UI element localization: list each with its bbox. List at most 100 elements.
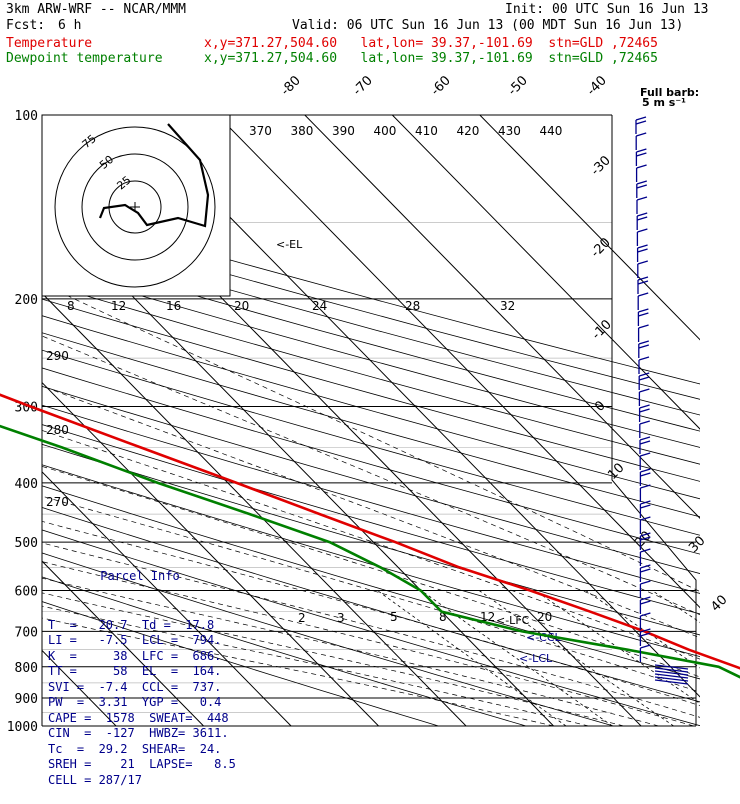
mixing-ratio-label: 2	[298, 611, 306, 625]
dry-adiabat	[42, 282, 700, 465]
isotherm-label: 30	[686, 534, 708, 556]
pressure-tick-400: 400	[15, 477, 38, 492]
mixing-ratio-line	[420, 590, 613, 726]
parcel-info-row: K = 38 LFC = 686.	[48, 648, 222, 663]
speed-label: 8	[67, 299, 75, 313]
model-title: 3km ARW-WRF -- NCAR/MMM	[6, 2, 187, 17]
mixing-ratio-label: 5	[390, 610, 398, 624]
wind-barb	[636, 212, 648, 230]
wind-barb	[639, 452, 651, 470]
wind-barb	[639, 548, 651, 566]
thetae-label: 290	[46, 349, 69, 363]
moist-adiabat	[42, 542, 700, 718]
isotherm	[42, 560, 204, 726]
wind-barb-low	[654, 679, 689, 685]
hodograph-trace	[98, 123, 210, 228]
parcel-info-row: T = 20.7 Td = 17.8	[48, 617, 215, 632]
wind-barb	[635, 116, 647, 134]
moist-adiabat	[42, 592, 624, 726]
isotherm	[42, 292, 467, 726]
wind-barb	[636, 196, 648, 214]
level-marker: <-LFC	[496, 614, 530, 627]
dry-adiabat	[42, 266, 700, 448]
fcst-value: 6 h	[58, 18, 82, 33]
isotherm-label: -80	[278, 73, 304, 99]
temperature-line	[0, 393, 740, 670]
wind-barb	[637, 308, 649, 326]
wind-barb	[638, 404, 650, 422]
isotherm	[304, 115, 700, 519]
dry-adiabat	[42, 404, 700, 594]
parcel-info-row: Tc = 29.2 SHEAR= 24.	[48, 741, 222, 756]
level-marker: <-EL	[276, 238, 303, 251]
speed-label: 24	[312, 299, 327, 313]
parcel-info-row: SREH = 21 LAPSE= 8.5	[48, 757, 236, 771]
mixing-ratio-line	[534, 590, 700, 705]
dry-adiabat	[42, 206, 700, 385]
dry-adiabat	[42, 250, 700, 432]
dry-adiabat	[42, 298, 700, 482]
init-time: Init: 00 UTC Sun 16 Jun 13	[505, 2, 709, 17]
moist-adiabat	[42, 385, 700, 639]
wind-barb	[636, 244, 648, 262]
speed-label: 28	[405, 299, 420, 313]
isotherm	[479, 115, 700, 341]
moist-adiabat	[42, 617, 554, 726]
wind-barb	[639, 436, 651, 454]
thetae-label: 270	[46, 495, 69, 509]
dry-adiabat	[42, 485, 700, 680]
moist-adiabat	[42, 520, 700, 706]
dry-adiabat	[42, 385, 700, 574]
parcel-info-row: CELL = 287/17	[48, 772, 142, 787]
mixing-ratio-label: 12	[480, 610, 495, 624]
dry-adiabat	[42, 552, 614, 726]
temperature-location: x,y=371.27,504.60 lat,lon= 39.37,-101.69…	[204, 36, 658, 51]
wind-barb	[637, 260, 648, 278]
parcel-info-box: Parcel Info T = 20.7 Td = 17.8 LI = -7.5 …	[48, 538, 236, 804]
isotherm-label: -20	[588, 235, 614, 261]
theta-label: 370	[249, 124, 272, 138]
dry-adiabat	[42, 443, 700, 636]
dry-adiabat	[42, 424, 700, 615]
mixing-ratio-label: 3	[337, 611, 345, 625]
moist-adiabat	[42, 430, 700, 660]
fcst-label: Fcst:	[6, 18, 46, 33]
wind-barb	[639, 628, 651, 646]
thetae-label: 280	[46, 423, 69, 437]
pressure-tick-300: 300	[15, 401, 38, 416]
pressure-tick-800: 800	[15, 661, 38, 676]
wind-barb	[636, 228, 648, 246]
wind-barb	[635, 148, 647, 166]
isotherm-label: -40	[584, 73, 610, 99]
speed-label: 20	[234, 299, 249, 313]
isotherm	[216, 115, 700, 609]
wind-barb	[638, 356, 650, 374]
moist-adiabat	[42, 561, 694, 726]
wind-barb	[635, 164, 647, 182]
isotherm	[42, 381, 379, 726]
dry-adiabat	[42, 235, 700, 416]
theta-label: 430	[498, 124, 521, 138]
parcel-info-row: PW = 3.31 YGP = 0.4	[48, 695, 222, 709]
mixing-ratio-label: 20	[537, 610, 552, 624]
wind-barb	[639, 644, 651, 662]
wind-barb	[639, 420, 650, 438]
moist-adiabat	[42, 605, 589, 726]
theta-label: 380	[291, 124, 314, 138]
wind-barb-low	[654, 673, 689, 679]
barb-legend-unit: 5 m s⁻¹	[642, 96, 686, 109]
pressure-tick-500: 500	[15, 536, 38, 551]
wind-barb	[638, 388, 650, 406]
dry-adiabat	[42, 601, 439, 726]
mixing-ratio-label: 8	[439, 610, 447, 624]
wind-barb	[639, 596, 651, 614]
wind-barb-low	[654, 676, 689, 682]
moist-adiabat	[42, 465, 700, 678]
theta-label: 390	[332, 124, 355, 138]
parcel-info-row: CAPE = 1578 SWEAT= 448	[48, 710, 229, 725]
mixing-ratio-line	[377, 590, 567, 726]
hodograph-ring	[81, 153, 189, 261]
wind-barb	[639, 484, 651, 502]
pressure-tick-900: 900	[15, 692, 38, 707]
